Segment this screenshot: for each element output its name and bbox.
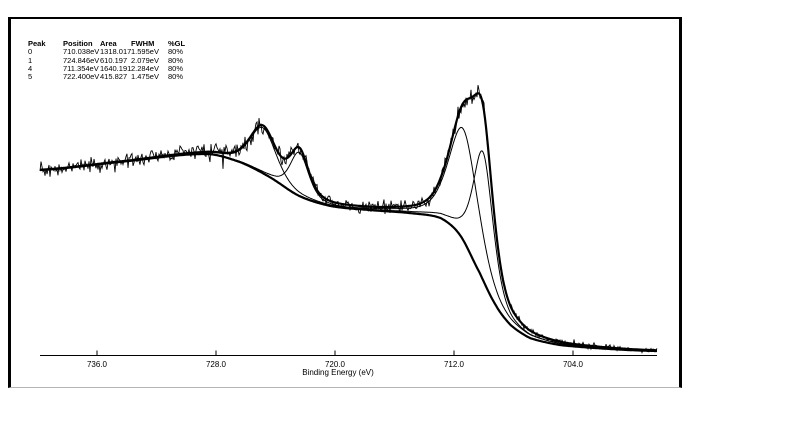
fit-table-cell: 1640.191 bbox=[100, 63, 132, 73]
raw-spectrum-line bbox=[39, 85, 658, 354]
fit-table-header-cell: FWHM bbox=[131, 39, 155, 48]
plot-frame bbox=[8, 17, 682, 388]
fit-table-cell: 1318.017 bbox=[100, 47, 132, 57]
fit-table-cell: 1.595eV bbox=[131, 47, 159, 57]
x-tick-label: 712.0 bbox=[444, 360, 465, 369]
fit-table-cell: 4 bbox=[28, 63, 33, 73]
fit-table-cell: 80% bbox=[168, 55, 184, 65]
fit-table-header-cell: Area bbox=[100, 39, 117, 48]
fit-table-cell: 80% bbox=[168, 47, 184, 57]
fit-table: Peak Position Area FWHM %GL 0 710.038eV 1318.01… bbox=[28, 39, 208, 82]
envelope-line bbox=[40, 92, 657, 352]
fit-table-cell: 1 bbox=[28, 55, 33, 65]
x-tick-label: 704.0 bbox=[563, 360, 584, 369]
x-axis-title: Binding Energy (eV) bbox=[302, 368, 374, 377]
fit-table-cell: 415.827 bbox=[100, 72, 128, 82]
fit-table-cell: 710.038eV bbox=[63, 47, 100, 57]
fit-table-cell: 711.354eV bbox=[63, 63, 99, 73]
x-tick-label: 728.0 bbox=[206, 360, 227, 369]
fit-table-cell: 724.846eV bbox=[63, 55, 100, 65]
fit-table-header-cell: Position bbox=[63, 39, 93, 48]
fit-table-cell: 80% bbox=[168, 72, 184, 82]
fit-table-cell: 2.079eV bbox=[131, 55, 159, 65]
fit-table-cell: 1.475eV bbox=[131, 72, 159, 82]
x-axis-tick-labels: 736.0 728.0 720.0 712.0 704.0 bbox=[87, 360, 584, 369]
x-tick-label: 720.0 bbox=[325, 360, 346, 369]
fit-table-cell: 80% bbox=[168, 63, 184, 73]
component-line-5 bbox=[39, 151, 657, 352]
fit-table-header-cell: Peak bbox=[28, 39, 46, 48]
fit-table-cell: 722.400eV bbox=[63, 72, 100, 82]
fit-table-cell: 610.197 bbox=[100, 55, 128, 65]
fit-table-cell: 0 bbox=[28, 47, 33, 57]
fit-table-header-cell: %GL bbox=[168, 39, 186, 48]
x-axis-ticks bbox=[96, 350, 574, 356]
x-tick-label: 736.0 bbox=[87, 360, 108, 369]
component-line-0 bbox=[39, 150, 657, 352]
fit-table-cell: 2.284eV bbox=[131, 63, 159, 73]
fit-table-cell: 5 bbox=[28, 72, 33, 82]
background-line bbox=[40, 152, 657, 353]
